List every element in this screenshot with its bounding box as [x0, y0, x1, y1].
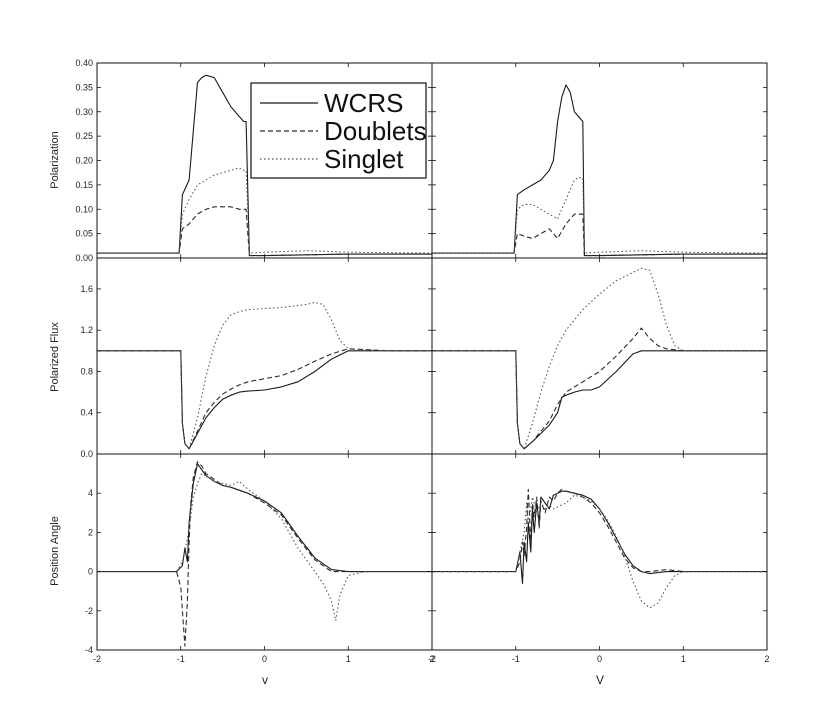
- panel-frame: [431, 453, 768, 651]
- y-tick-label: 1.2: [80, 325, 93, 335]
- panel-curves: [97, 74, 432, 257]
- series-line-doublets: [97, 461, 432, 647]
- y-tick-label: 0.15: [75, 180, 93, 190]
- panel-curves: [432, 488, 767, 609]
- panel-frame: [431, 257, 768, 455]
- legend-label-wcrs: WCRS: [324, 88, 403, 118]
- x-tick-label: -1: [177, 654, 185, 664]
- series-line-wcrs: [432, 490, 767, 584]
- series-line-doublets: [97, 348, 432, 450]
- xlabel-right: V: [596, 673, 604, 687]
- x-tick-label: 0: [597, 654, 602, 664]
- ylabel-polarization: Polarization: [49, 131, 61, 188]
- panel-curves: [432, 267, 767, 450]
- panel-r2-c1: -2 -1 0 1 2: [428, 453, 770, 664]
- y-tick-label: 0.30: [75, 107, 93, 117]
- y-tick-label: 0.25: [75, 131, 93, 141]
- panel-r1-c1: [431, 257, 768, 455]
- x-tick-label: -2: [428, 654, 436, 664]
- y-tick-label: 0.4: [80, 408, 93, 418]
- xlabel-left: v: [262, 673, 268, 687]
- ylabel-position-angle: Position Angle: [49, 516, 61, 586]
- y-tick-label: -2: [85, 606, 93, 616]
- y-tick-label: 0.0: [80, 449, 93, 459]
- panel-frame: [96, 453, 433, 651]
- series-line-wcrs: [97, 350, 432, 450]
- x-tick-label: 1: [681, 654, 686, 664]
- panel-frame: [431, 62, 768, 259]
- series-line-wcrs: [432, 350, 767, 450]
- x-tick-label: 1: [346, 654, 351, 664]
- series-line-doublets: [97, 206, 432, 257]
- panels-group: 0.000.050.100.150.200.250.300.350.400.00…: [75, 58, 769, 664]
- legend-label-singlet: Singlet: [324, 144, 404, 174]
- y-tick-label: 4: [88, 488, 93, 498]
- x-tick-label: 2: [764, 654, 769, 664]
- series-line-doublets: [432, 327, 767, 450]
- series-line-wcrs: [432, 84, 767, 257]
- x-tick-label: 2: [429, 654, 434, 664]
- y-tick-label: 0.20: [75, 156, 93, 166]
- axis-labels-group: Polarization Polarized Flux Position Ang…: [49, 131, 604, 687]
- y-tick-label: 1.6: [80, 284, 93, 294]
- x-tick-label: 0: [262, 654, 267, 664]
- panel-r1-c0: 0.0 0.4 0.8 1.2 1.6: [80, 257, 433, 459]
- series-line-singlet: [432, 177, 767, 254]
- legend: WCRS Doublets Singlet: [250, 82, 427, 179]
- y-tick-label: 0.35: [75, 82, 93, 92]
- series-line-wcrs: [97, 463, 432, 573]
- series-line-singlet: [97, 301, 432, 450]
- y-tick-label: 2: [88, 527, 93, 537]
- y-tick-label: -4: [85, 645, 93, 655]
- series-line-doublets: [432, 488, 767, 573]
- panel-curves: [97, 461, 432, 647]
- series-line-singlet: [97, 167, 432, 254]
- y-tick-label: 0.8: [80, 366, 93, 376]
- legend-label-doublets: Doublets: [324, 116, 427, 146]
- y-tick-label: 0.05: [75, 229, 93, 239]
- series-line-singlet: [432, 267, 767, 450]
- x-tick-label: -2: [93, 654, 101, 664]
- ylabel-polarized-flux: Polarized Flux: [49, 322, 61, 392]
- panel-frame: [96, 257, 433, 455]
- series-line-singlet: [97, 473, 432, 622]
- series-line-doublets: [432, 213, 767, 257]
- panel-r0-c1: [431, 62, 768, 259]
- panel-curves: [97, 301, 432, 450]
- x-tick-label: -1: [512, 654, 520, 664]
- y-tick-label: 0.10: [75, 204, 93, 214]
- y-tick-label: 0: [88, 567, 93, 577]
- panel-curves: [432, 84, 767, 257]
- series-line-singlet: [432, 494, 767, 609]
- y-tick-label: 0.00: [75, 253, 93, 263]
- y-tick-label: 0.40: [75, 58, 93, 68]
